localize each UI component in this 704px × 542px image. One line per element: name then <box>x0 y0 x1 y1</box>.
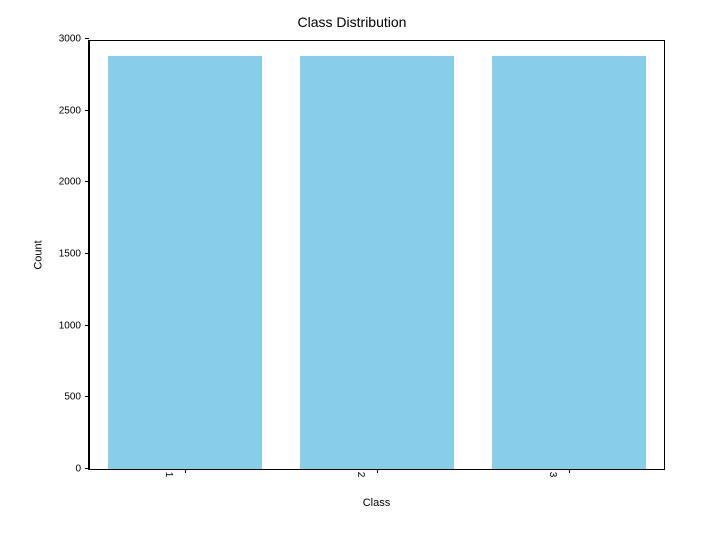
bar <box>492 56 646 469</box>
y-tick-label: 1000 <box>59 320 89 331</box>
y-tick-label: 2500 <box>59 105 89 116</box>
chart-title: Class Distribution <box>0 14 704 30</box>
y-tick-label: 3000 <box>59 34 89 45</box>
chart-container: Class Distribution Count Class 123050010… <box>0 0 704 542</box>
x-tick-mark <box>185 469 186 473</box>
x-axis-label: Class <box>363 497 391 509</box>
y-axis-label: Count <box>32 240 44 269</box>
x-tick-label: 3 <box>547 472 566 478</box>
plot-area: Count Class 123050010001500200025003000 <box>88 40 664 470</box>
y-tick-label: 1500 <box>59 249 89 260</box>
x-tick-mark <box>377 469 378 473</box>
bar <box>108 56 262 469</box>
bar <box>300 56 454 469</box>
x-tick-label: 2 <box>355 472 374 478</box>
y-tick-label: 2000 <box>59 177 89 188</box>
x-tick-label: 1 <box>163 472 182 478</box>
x-tick-mark <box>569 469 570 473</box>
y-tick-label: 500 <box>64 392 89 403</box>
y-tick-label: 0 <box>75 464 89 475</box>
